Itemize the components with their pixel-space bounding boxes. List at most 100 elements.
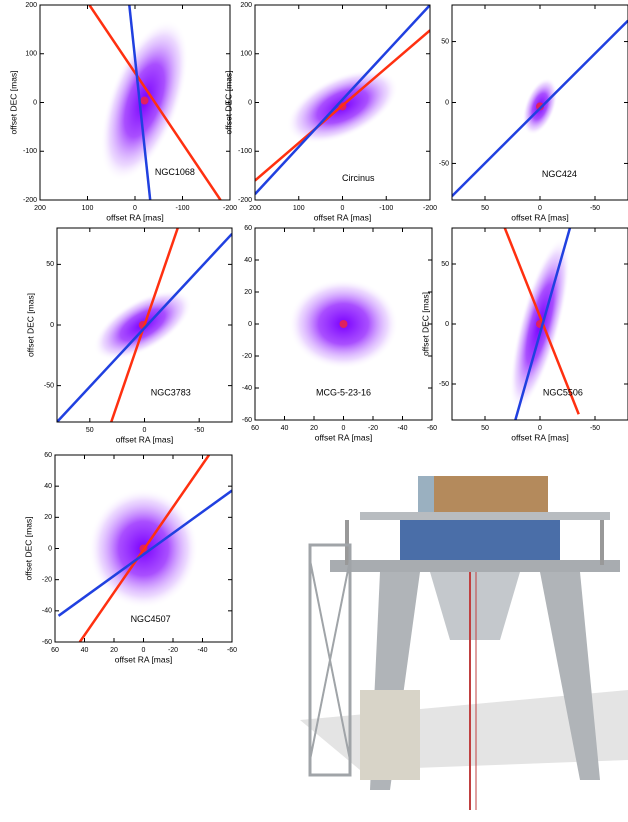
- y-tick-label: 20: [244, 289, 252, 296]
- plot-area: [88, 5, 222, 200]
- position-angle-line: [503, 228, 580, 415]
- core: [536, 102, 544, 111]
- position-angle-line: [57, 232, 232, 422]
- y-tick-label: -50: [439, 160, 449, 167]
- y-tick-label: 0: [248, 321, 252, 328]
- x-tick-label: 50: [481, 425, 489, 432]
- x-tick-label: 40: [81, 647, 89, 654]
- x-axis-label: offset RA [mas]: [315, 432, 372, 442]
- x-axis-label: offset RA [mas]: [511, 432, 568, 442]
- plot-area: [57, 228, 232, 422]
- y-tick-label: 50: [46, 261, 54, 268]
- y-tick-label: 0: [248, 99, 252, 106]
- x-tick-label: -100: [379, 205, 393, 212]
- panel-label: NGC4507: [131, 614, 171, 624]
- y-tick-label: 0: [445, 99, 449, 106]
- x-tick-label: -200: [223, 205, 237, 212]
- x-axis-label: offset RA [mas]: [115, 654, 172, 664]
- x-tick-label: -40: [197, 647, 207, 654]
- position-angle-line: [128, 5, 152, 200]
- y-tick-label: 0: [48, 545, 52, 552]
- plot-area: [255, 5, 430, 195]
- y-tick-label: 50: [441, 38, 449, 45]
- y-tick-label: 40: [44, 483, 52, 490]
- y-tick-label: -20: [42, 577, 52, 584]
- plot-area: [288, 279, 399, 369]
- y-axis-label: offset DEC [mas]: [420, 292, 430, 356]
- y-tick-label: 200: [25, 2, 37, 9]
- x-tick-label: 200: [249, 205, 261, 212]
- x-tick-label: -50: [590, 425, 600, 432]
- y-tick-label: -200: [238, 197, 252, 204]
- panel: 200 100 0 -100 -200 -200 -100 0 100 200 offset RA …: [8, 2, 237, 222]
- y-tick-label: -40: [42, 608, 52, 615]
- y-tick-label: 20: [44, 514, 52, 521]
- x-axis-label: offset RA [mas]: [116, 434, 173, 444]
- x-tick-label: -50: [590, 205, 600, 212]
- x-tick-label: 0: [538, 425, 542, 432]
- x-tick-label: -60: [227, 647, 237, 654]
- x-tick-label: 60: [51, 647, 59, 654]
- x-tick-label: 0: [341, 205, 345, 212]
- y-tick-label: -100: [23, 148, 37, 155]
- x-tick-label: 50: [481, 205, 489, 212]
- x-tick-label: 0: [342, 425, 346, 432]
- panel-label: Circinus: [342, 173, 375, 183]
- x-tick-label: 20: [310, 425, 318, 432]
- core: [140, 96, 149, 105]
- panel: 50 0 -50 -50 0 50 offset RA [mas] NGC424: [439, 4, 628, 222]
- y-tick-label: -50: [44, 382, 54, 389]
- y-tick-label: -20: [242, 353, 252, 360]
- position-angle-line: [88, 5, 222, 200]
- panel: 50 0 -50 -50 0 50 offset RA [mas] offset DEC [m…: [420, 227, 628, 442]
- y-tick-label: 200: [240, 2, 252, 9]
- x-tick-label: 0: [538, 205, 542, 212]
- y-tick-label: 100: [240, 51, 252, 58]
- x-axis-label: offset RA [mas]: [511, 212, 568, 222]
- y-tick-label: 0: [445, 321, 449, 328]
- panel-label: NGC5506: [543, 387, 583, 397]
- x-tick-label: -50: [194, 427, 204, 434]
- y-axis-label: offset DEC [mas]: [23, 516, 33, 580]
- position-angle-line: [452, 19, 628, 197]
- y-tick-label: -200: [23, 197, 37, 204]
- x-tick-label: -100: [175, 205, 189, 212]
- x-tick-label: 40: [281, 425, 289, 432]
- x-tick-label: -60: [427, 425, 437, 432]
- y-tick-label: 100: [25, 51, 37, 58]
- y-tick-label: 60: [44, 452, 52, 459]
- plot-area: [57, 455, 232, 642]
- x-tick-label: 60: [251, 425, 259, 432]
- x-tick-label: -200: [423, 205, 437, 212]
- panel: 60 40 20 0 -20 -40 -60 -60 -40 -20 0 20 40 60 offset R…: [23, 452, 237, 664]
- y-tick-label: 60: [244, 225, 252, 232]
- position-angle-line: [255, 5, 430, 195]
- position-angle-line: [78, 455, 211, 642]
- x-tick-label: 20: [110, 647, 118, 654]
- y-tick-label: -50: [439, 381, 449, 388]
- position-angle-line: [514, 228, 572, 420]
- x-tick-label: 0: [143, 427, 147, 434]
- panel: 60 40 20 0 -20 -40 -60 -60 -40 -20 0 20 40 60 offset R…: [242, 225, 437, 442]
- y-tick-label: 0: [33, 99, 37, 106]
- y-axis-label: offset DEC [mas]: [223, 70, 233, 134]
- panel-label: NGC424: [542, 169, 577, 179]
- x-tick-label: -20: [368, 425, 378, 432]
- x-tick-label: 100: [82, 205, 94, 212]
- x-axis-label: offset RA [mas]: [106, 212, 163, 222]
- y-tick-label: 50: [441, 261, 449, 268]
- y-tick-label: 0: [50, 322, 54, 329]
- y-tick-label: -100: [238, 148, 252, 155]
- panel: 50 0 -50 -50 0 50 offset RA [mas] offset DEC [m…: [25, 227, 233, 444]
- position-angle-line: [57, 489, 232, 617]
- x-tick-label: 0: [142, 647, 146, 654]
- plot-area: [503, 228, 580, 420]
- position-angle-line: [110, 228, 179, 422]
- x-tick-label: 200: [34, 205, 46, 212]
- x-tick-label: 0: [133, 205, 137, 212]
- y-axis-label: offset DEC [mas]: [8, 70, 18, 134]
- panel-label: NGC1068: [155, 167, 195, 177]
- position-angle-line: [255, 29, 430, 182]
- x-axis-label: offset RA [mas]: [314, 212, 371, 222]
